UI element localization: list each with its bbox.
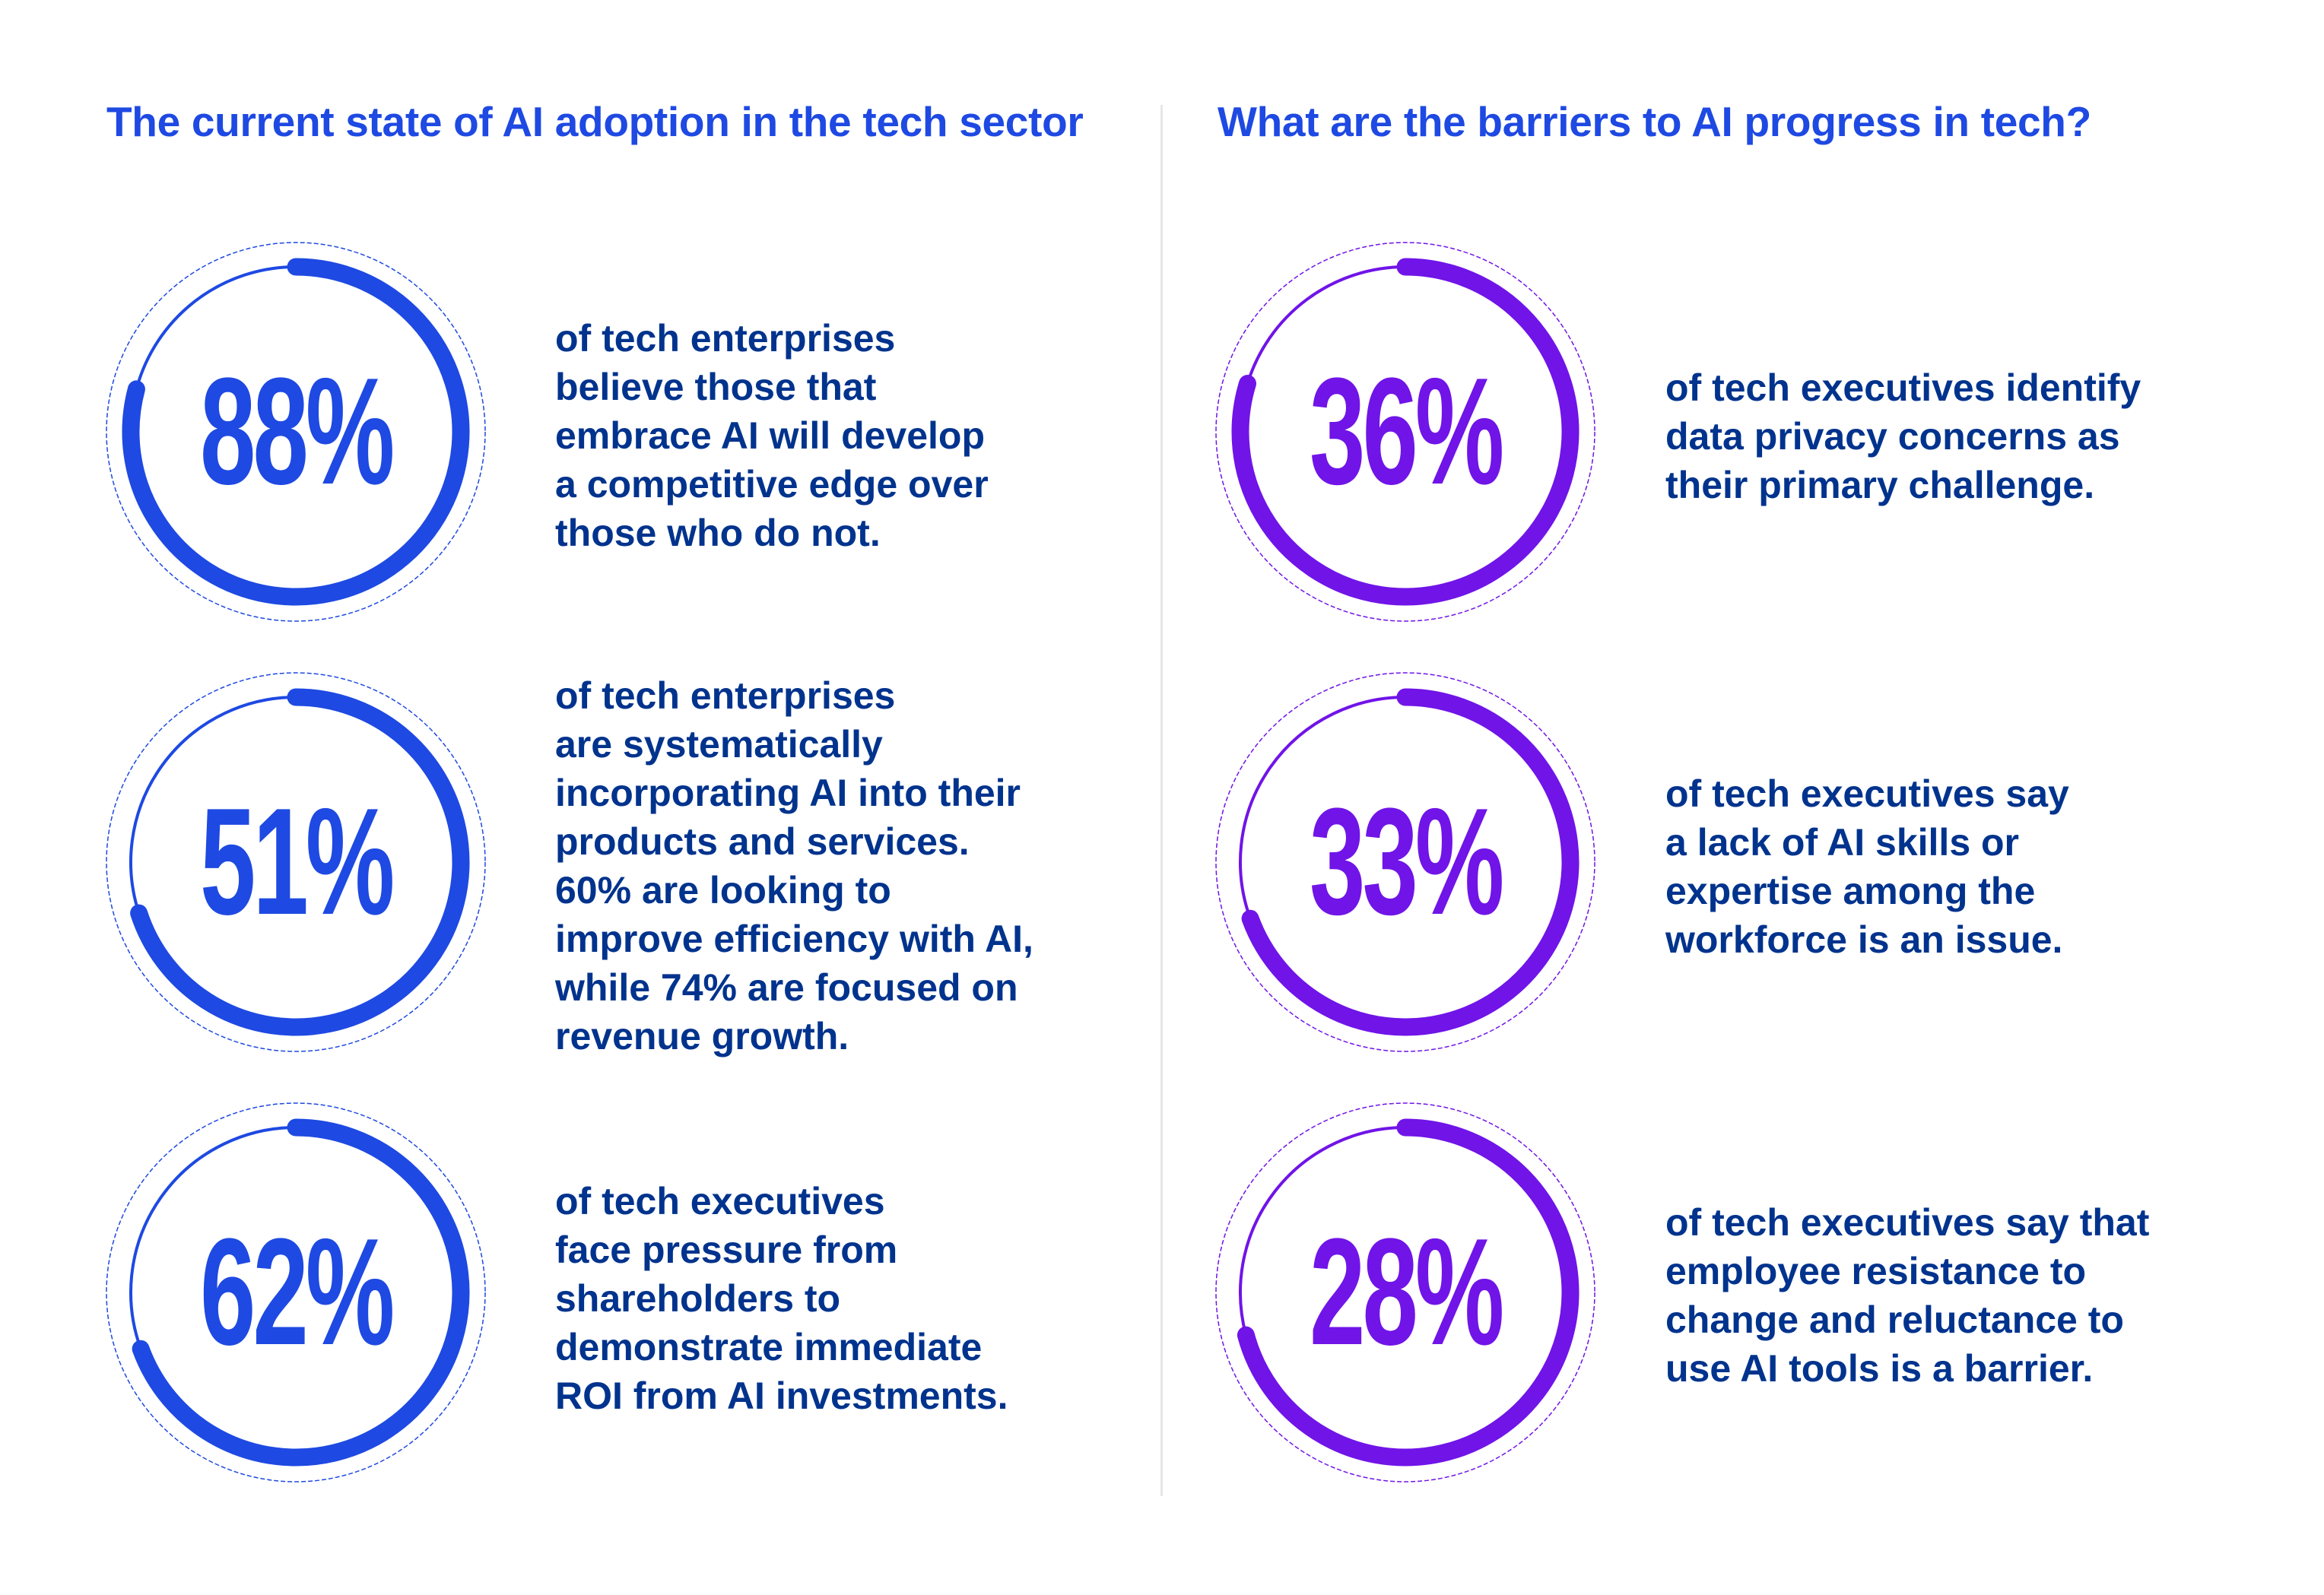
ring-graphic [1215, 672, 1595, 1052]
dashed-outer-circle [106, 672, 486, 1052]
ring-arc [1237, 1118, 1579, 1467]
stat-description: of tech executives say that employee res… [1665, 1201, 2150, 1390]
stat-description: of tech executives identify data privacy… [1665, 366, 2141, 506]
stat-ring: 36% [1208, 234, 1603, 629]
stat-value: 28% [1309, 1207, 1504, 1377]
stat-value: 51% [199, 777, 395, 947]
ring-arc [1241, 688, 1579, 1036]
ring-track [1246, 265, 1406, 385]
right-section-title: What are the barriers to AI progress in … [1218, 98, 2091, 145]
stat-description: of tech executives say a lack of AI skil… [1665, 772, 2069, 961]
stat-value: 62% [199, 1207, 395, 1377]
ring-arc [130, 688, 470, 1036]
stat-ring: 88% [98, 234, 494, 629]
stat-value: 36% [1309, 347, 1504, 516]
stat-description: of tech enterprises believe those that e… [555, 317, 989, 554]
ring-track [1239, 1126, 1406, 1336]
ring-arc [122, 258, 470, 606]
ring-graphic [1215, 242, 1595, 622]
dashed-outer-circle [1215, 672, 1595, 1052]
ring-track [1239, 696, 1406, 919]
dashed-outer-circle [106, 1102, 486, 1482]
ring-track [135, 265, 297, 390]
dashed-outer-circle [1215, 1102, 1595, 1482]
dashed-outer-circle [1215, 242, 1595, 622]
stat-value: 88% [199, 347, 395, 516]
ring-track [129, 1126, 297, 1349]
ring-graphic [1215, 1102, 1595, 1482]
stat-value: 33% [1309, 777, 1504, 947]
ring-arc [132, 1118, 470, 1467]
ring-arc [1231, 258, 1579, 606]
column-divider [1160, 105, 1163, 1496]
ring-track [129, 696, 297, 914]
stat-ring: 28% [1208, 1095, 1603, 1490]
ring-graphic [106, 672, 486, 1052]
ring-graphic [106, 1102, 486, 1482]
dashed-outer-circle [106, 242, 486, 622]
ring-graphic [106, 242, 486, 622]
stat-description: of tech enterprises are systematically i… [555, 674, 1033, 1058]
left-section-title: The current state of AI adoption in the … [106, 98, 1084, 145]
stat-ring: 33% [1208, 664, 1603, 1060]
stat-ring: 62% [98, 1095, 494, 1490]
stat-ring: 51% [98, 664, 494, 1060]
stat-description: of tech executives face pressure from sh… [555, 1180, 1008, 1417]
